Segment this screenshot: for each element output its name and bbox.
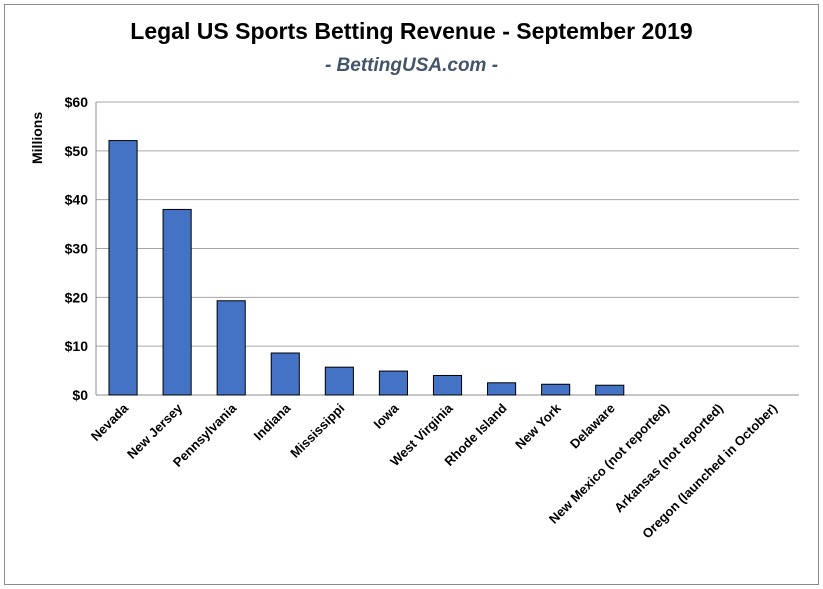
y-tick-label: $10: [65, 338, 89, 354]
bar: [432, 374, 463, 396]
bar: [487, 382, 517, 396]
chart-frame: [4, 4, 819, 585]
bar: [541, 383, 571, 396]
bar: [378, 370, 408, 396]
y-tick-label: $40: [65, 192, 89, 208]
chart-subtitle: - BettingUSA.com -: [324, 55, 499, 76]
x-tick-label: Arkansas (not reported): [611, 401, 726, 516]
y-tick-label: $50: [65, 143, 89, 159]
bar: [270, 352, 300, 396]
gridlines: [95, 101, 799, 396]
y-axis-label: Millions: [29, 112, 45, 164]
bars: [108, 140, 625, 396]
y-tick-label: $30: [65, 241, 89, 257]
x-tick-label: Delaware: [567, 401, 618, 452]
y-axis-ticks: $0 $10 $20 $30 $40 $50 $60: [65, 94, 89, 403]
x-tick-label: Nevada: [88, 400, 132, 444]
chart-title: Legal US Sports Betting Revenue - Septem…: [130, 18, 693, 44]
bar: [595, 384, 625, 396]
bar: [324, 366, 354, 396]
y-tick-label: $60: [65, 94, 89, 110]
y-tick-label: $0: [72, 387, 88, 403]
bar: [108, 140, 138, 396]
x-tick-label: Indiana: [251, 400, 294, 443]
bar: [216, 300, 246, 396]
y-tick-label: $20: [65, 289, 89, 305]
x-tick-label: New York: [512, 400, 564, 452]
bar: [162, 208, 192, 396]
x-tick-label: Mississippi: [287, 401, 347, 461]
x-tick-label: Iowa: [370, 400, 402, 432]
